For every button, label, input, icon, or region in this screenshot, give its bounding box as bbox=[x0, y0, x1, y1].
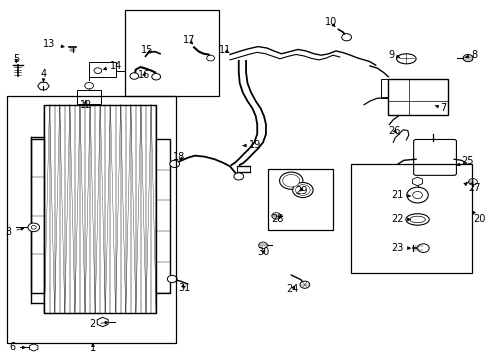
Circle shape bbox=[84, 82, 93, 89]
Circle shape bbox=[169, 160, 179, 167]
Ellipse shape bbox=[282, 175, 299, 187]
Text: 20: 20 bbox=[471, 211, 484, 224]
Text: 12: 12 bbox=[80, 100, 92, 110]
Bar bbox=[89, 62, 116, 77]
Bar bbox=[77, 90, 101, 104]
Text: 8: 8 bbox=[465, 50, 476, 60]
Bar bbox=[387, 79, 447, 116]
Text: 25: 25 bbox=[456, 156, 473, 166]
Text: 22: 22 bbox=[391, 215, 409, 224]
Circle shape bbox=[468, 179, 476, 185]
Text: 19: 19 bbox=[243, 140, 260, 150]
Text: 4: 4 bbox=[41, 69, 46, 82]
Text: 30: 30 bbox=[256, 247, 268, 257]
Ellipse shape bbox=[409, 216, 425, 223]
Text: 9: 9 bbox=[387, 50, 399, 60]
Ellipse shape bbox=[292, 183, 312, 198]
Text: 17: 17 bbox=[183, 35, 195, 45]
Text: 28: 28 bbox=[271, 214, 283, 224]
Text: 23: 23 bbox=[391, 243, 409, 253]
Circle shape bbox=[299, 281, 309, 288]
Text: 15: 15 bbox=[141, 45, 153, 55]
Text: 11: 11 bbox=[219, 45, 231, 55]
Ellipse shape bbox=[279, 172, 302, 189]
Text: 13: 13 bbox=[43, 40, 64, 49]
Circle shape bbox=[31, 226, 36, 229]
Circle shape bbox=[233, 173, 243, 180]
Ellipse shape bbox=[295, 185, 309, 195]
Circle shape bbox=[167, 275, 177, 283]
Text: 5: 5 bbox=[13, 54, 20, 64]
Text: 21: 21 bbox=[391, 190, 409, 200]
Circle shape bbox=[462, 54, 472, 62]
Text: 24: 24 bbox=[285, 284, 298, 294]
Bar bbox=[44, 105, 156, 313]
Circle shape bbox=[258, 242, 267, 248]
Text: 26: 26 bbox=[387, 126, 400, 135]
Ellipse shape bbox=[405, 214, 428, 225]
Text: 6: 6 bbox=[9, 342, 25, 352]
Text: 10: 10 bbox=[325, 17, 337, 27]
Text: 7: 7 bbox=[434, 103, 446, 113]
Circle shape bbox=[412, 192, 422, 199]
Text: 31: 31 bbox=[178, 283, 190, 293]
Circle shape bbox=[271, 213, 280, 219]
Circle shape bbox=[341, 34, 351, 41]
Bar bbox=[350, 164, 471, 273]
FancyBboxPatch shape bbox=[413, 139, 455, 175]
Text: 27: 27 bbox=[463, 183, 480, 193]
Ellipse shape bbox=[396, 54, 415, 64]
Text: 3: 3 bbox=[5, 227, 24, 237]
Circle shape bbox=[151, 73, 160, 80]
Circle shape bbox=[417, 244, 428, 252]
Bar bbox=[6, 96, 175, 343]
Circle shape bbox=[28, 223, 40, 231]
Circle shape bbox=[94, 68, 102, 73]
Text: 2: 2 bbox=[89, 319, 108, 329]
Bar bbox=[156, 139, 169, 293]
Text: 1: 1 bbox=[90, 343, 96, 353]
Circle shape bbox=[130, 73, 139, 79]
Text: 14: 14 bbox=[103, 61, 122, 71]
Text: 16: 16 bbox=[138, 70, 150, 80]
Text: 18: 18 bbox=[173, 152, 185, 162]
Bar bbox=[31, 139, 44, 293]
Text: 29: 29 bbox=[295, 186, 307, 197]
Circle shape bbox=[406, 187, 427, 203]
Bar bbox=[125, 10, 219, 96]
Circle shape bbox=[206, 55, 214, 61]
Bar bbox=[267, 169, 333, 230]
